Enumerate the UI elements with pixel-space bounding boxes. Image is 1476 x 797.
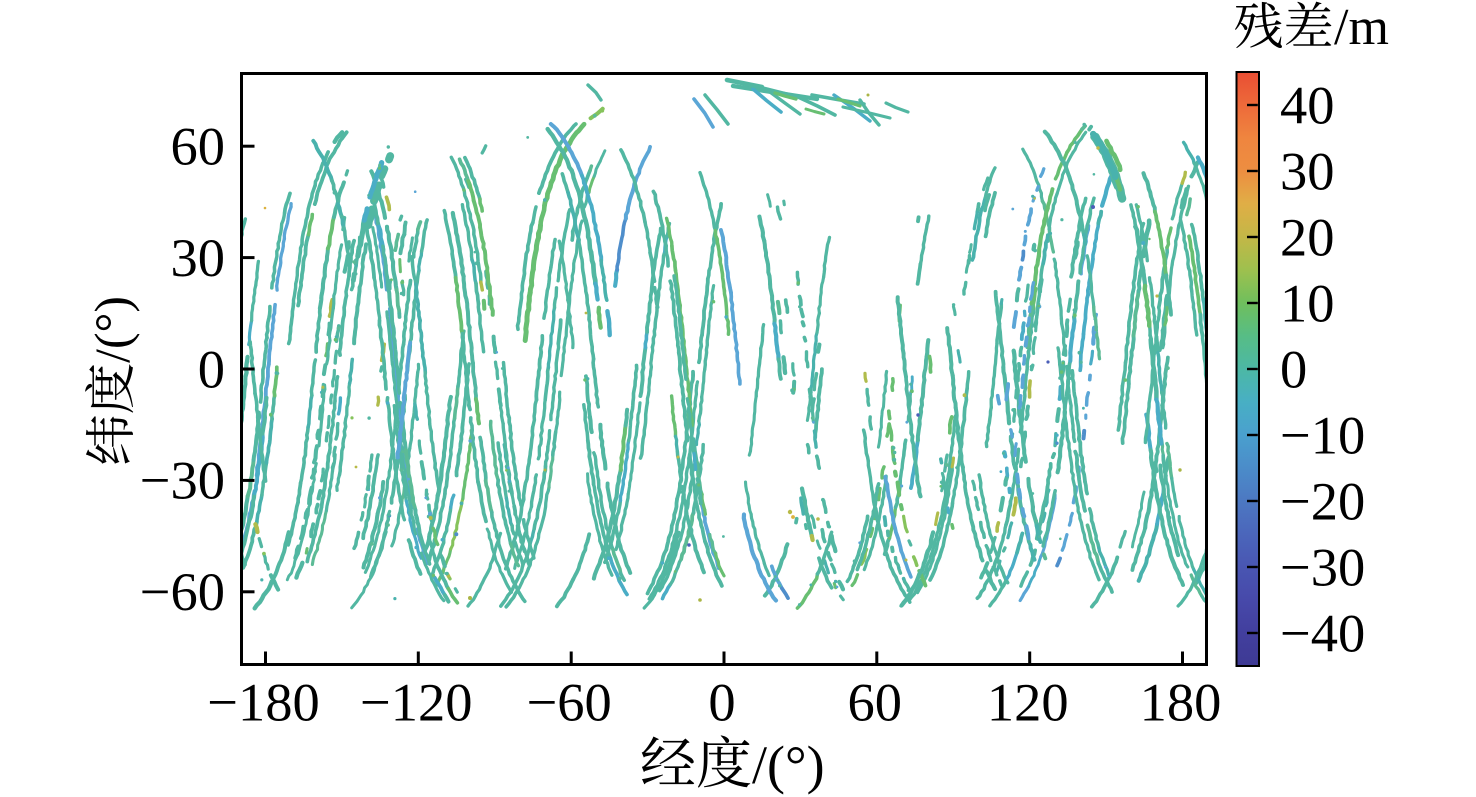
svg-text:0: 0 <box>1280 338 1307 399</box>
svg-text:−40: −40 <box>1280 602 1365 663</box>
svg-text:40: 40 <box>1280 74 1335 135</box>
svg-text:10: 10 <box>1280 272 1335 333</box>
svg-text:30: 30 <box>1280 140 1335 201</box>
svg-text:−30: −30 <box>1280 536 1365 597</box>
svg-text:60: 60 <box>171 116 226 177</box>
svg-text:/(°): /(°) <box>85 296 140 363</box>
svg-text:−60: −60 <box>527 672 612 733</box>
svg-text:−180: −180 <box>207 672 320 733</box>
svg-text:0: 0 <box>708 672 735 733</box>
svg-text:/m: /m <box>1334 0 1389 56</box>
svg-text:−10: −10 <box>1280 404 1365 465</box>
svg-text:−20: −20 <box>1280 470 1365 531</box>
svg-text:60: 60 <box>848 672 903 733</box>
svg-text:30: 30 <box>171 227 226 288</box>
svg-text:120: 120 <box>987 672 1069 733</box>
svg-text:−30: −30 <box>140 450 225 511</box>
svg-text:20: 20 <box>1280 206 1335 267</box>
svg-text:−60: −60 <box>140 561 225 622</box>
svg-text:/(°): /(°) <box>752 735 825 795</box>
svg-text:0: 0 <box>198 338 225 399</box>
svg-text:−120: −120 <box>360 672 473 733</box>
svg-text:180: 180 <box>1140 672 1222 733</box>
